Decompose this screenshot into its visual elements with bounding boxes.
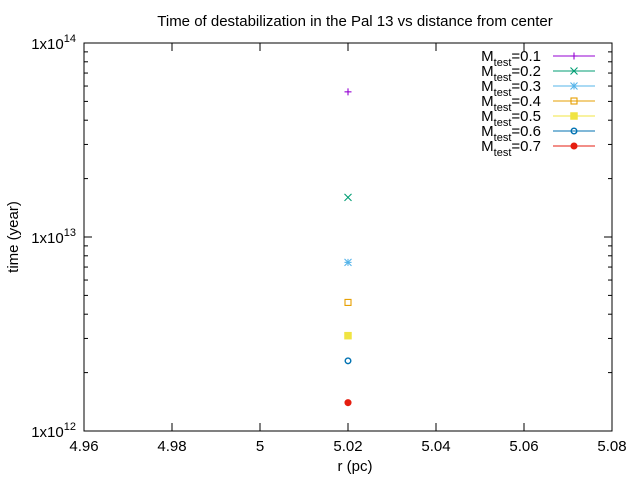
y-tick-label-text: 1x1012 — [31, 421, 76, 441]
legend-label: Mtest=0.7 — [481, 138, 541, 159]
data-point — [344, 88, 352, 96]
legend-label: Mtest=0.3 — [481, 78, 541, 99]
legend-entry: Mtest=0.5 — [481, 108, 595, 129]
y-tick-label: 1x1013 — [31, 227, 76, 247]
legend-marker — [570, 112, 578, 120]
legend-entry: Mtest=0.3 — [481, 78, 595, 99]
y-tick-label-text: 1x1014 — [31, 33, 76, 53]
legend-label: Mtest=0.6 — [481, 123, 541, 144]
y-tick-label: 1x1014 — [31, 33, 76, 53]
data-point — [344, 357, 352, 365]
legend-label: Mtest=0.4 — [481, 93, 541, 114]
legend-marker — [570, 67, 578, 75]
x-tick-label: 5.08 — [597, 438, 626, 455]
data-point — [344, 399, 352, 407]
legend-entry: Mtest=0.4 — [481, 93, 595, 114]
legend-label: Mtest=0.1 — [481, 48, 541, 69]
y-tick-label-text: 1x1013 — [31, 227, 76, 247]
legend-marker — [570, 142, 578, 150]
data-point — [344, 193, 352, 202]
x-tick-label: 4.98 — [157, 438, 186, 455]
legend-entry: Mtest=0.7 — [481, 138, 595, 159]
x-tick-label: 5.02 — [333, 438, 362, 455]
chart-title: Time of destabilization in the Pal 13 vs… — [157, 13, 552, 30]
x-axis-label: r (pc) — [338, 458, 373, 475]
legend-entry: Mtest=0.6 — [481, 123, 595, 144]
legend-entry: Mtest=0.2 — [481, 63, 595, 84]
legend-label: Mtest=0.2 — [481, 63, 541, 84]
data-point — [344, 258, 352, 267]
data-point — [344, 331, 352, 340]
legend-marker — [570, 52, 578, 60]
legend-marker — [570, 97, 578, 105]
y-axis-label: time (year) — [5, 201, 22, 273]
legend-label: Mtest=0.5 — [481, 108, 541, 129]
data-point — [344, 298, 352, 306]
legend-entry: Mtest=0.1 — [481, 48, 595, 69]
x-tick-label: 4.96 — [69, 438, 98, 455]
legend-marker — [570, 82, 578, 90]
legend-marker — [570, 127, 578, 135]
x-tick-label: 5.04 — [421, 438, 450, 455]
y-tick-label: 1x1012 — [31, 421, 76, 441]
x-tick-label: 5 — [256, 438, 264, 455]
x-tick-label: 5.06 — [509, 438, 538, 455]
